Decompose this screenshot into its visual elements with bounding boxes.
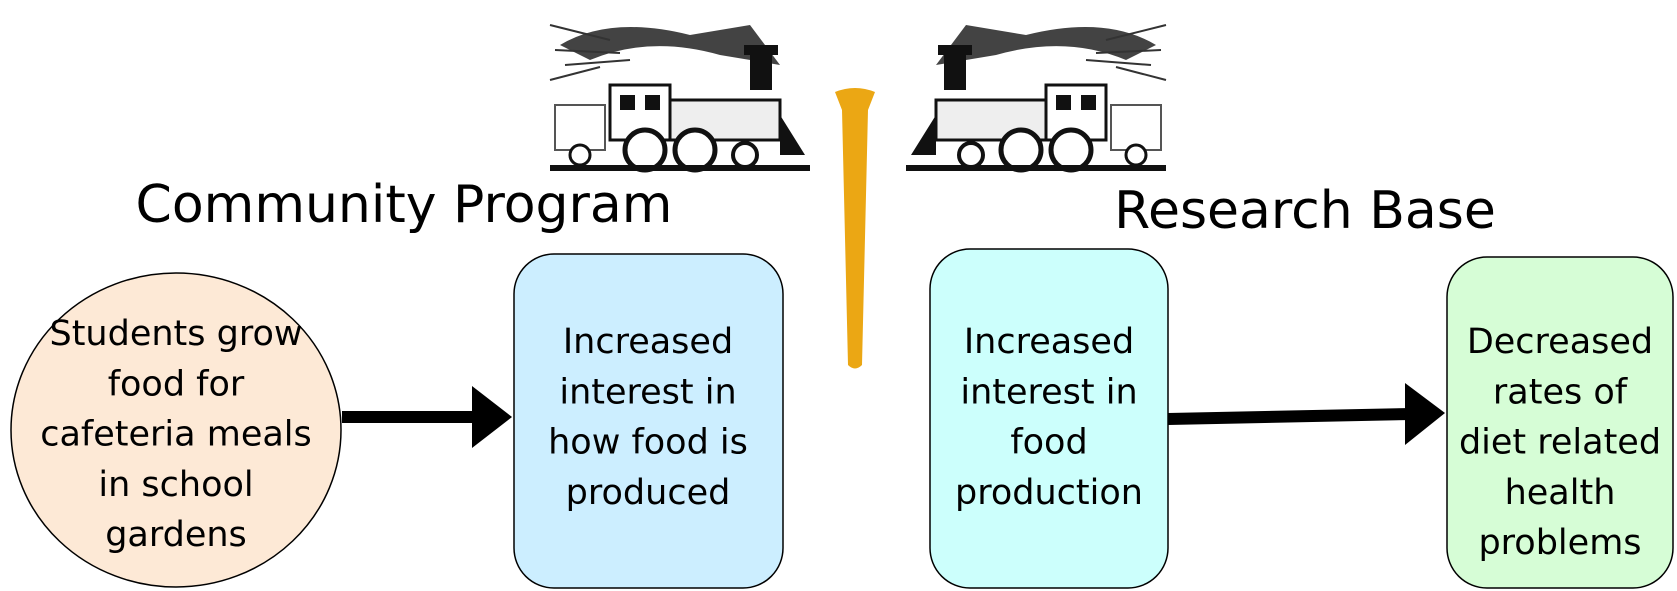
arrowhead — [1405, 383, 1445, 445]
heading: Community Program — [136, 175, 673, 235]
node-box — [930, 249, 1168, 588]
node-label: diet related — [1459, 423, 1661, 463]
node-label: production — [955, 473, 1143, 513]
node-box — [514, 254, 783, 588]
arrow — [1168, 414, 1412, 419]
node-label: health — [1505, 473, 1616, 513]
node-label: how food is — [548, 423, 748, 463]
train-right — [906, 25, 1166, 171]
node-label: Students grow — [49, 314, 302, 354]
arrowhead — [472, 386, 512, 448]
node-label: interest in — [960, 372, 1137, 412]
node-label: food for — [108, 364, 245, 404]
diagram: Community Program Research Base Students… — [0, 0, 1677, 591]
node-label: gardens — [105, 515, 247, 555]
node-label: rates of — [1493, 372, 1628, 412]
train-left — [550, 25, 810, 171]
node-label: Decreased — [1467, 322, 1653, 362]
node-label: problems — [1478, 523, 1641, 563]
node-label: interest in — [559, 372, 736, 412]
node-label: produced — [566, 473, 731, 513]
node-label: food — [1010, 423, 1087, 463]
node-label: Increased — [563, 322, 733, 362]
golden-spike — [835, 88, 875, 369]
heading: Research Base — [1114, 181, 1496, 241]
node-label: in school — [98, 465, 253, 505]
node-label: cafeteria meals — [40, 415, 312, 455]
node-label: Increased — [964, 322, 1134, 362]
page: Community Program Research Base Students… — [0, 0, 1677, 591]
